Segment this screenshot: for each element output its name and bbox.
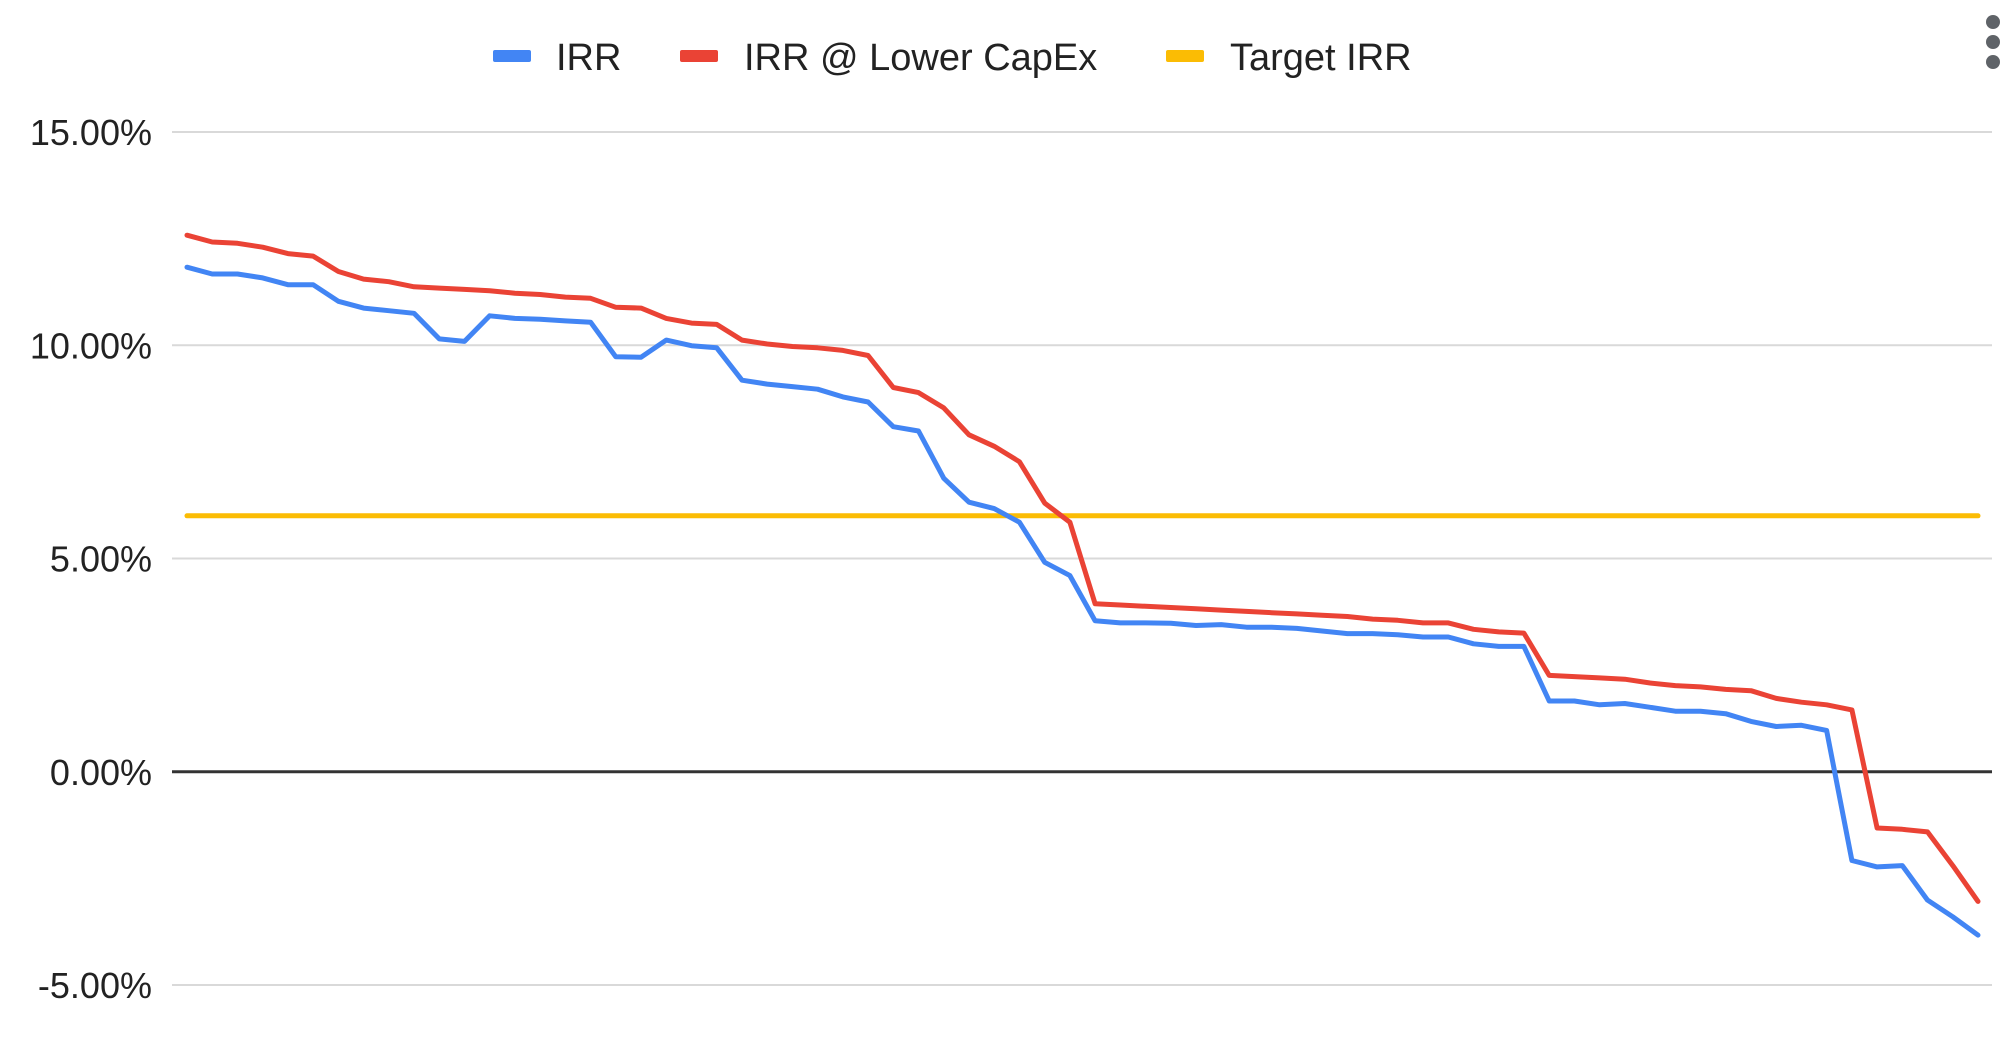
legend-label: IRR @ Lower CapEx [744, 37, 1097, 79]
y-tick-label: 15.00% [30, 112, 152, 153]
y-tick-label: 10.00% [30, 325, 152, 366]
legend-swatch [1166, 50, 1204, 62]
legend-item-irr[interactable]: IRR [493, 37, 621, 79]
series-line-irr-lower-capex [184, 232, 1981, 904]
more-vert-icon[interactable] [1986, 15, 2000, 69]
y-tick-label: 0.00% [50, 752, 152, 793]
legend-label: Target IRR [1230, 37, 1412, 79]
series-lines [184, 232, 1981, 938]
legend-item-irr-lower-capex[interactable]: IRR @ Lower CapEx [680, 37, 1097, 79]
legend-swatch [493, 50, 531, 62]
legend[interactable]: IRR IRR @ Lower CapEx Target IRR [493, 37, 1412, 79]
legend-swatch [680, 50, 718, 62]
y-axis-ticks: 15.00% 10.00% 5.00% 0.00% -5.00% [30, 112, 152, 1006]
y-tick-label: -5.00% [38, 965, 152, 1006]
y-tick-label: 5.00% [50, 539, 152, 580]
legend-label: IRR [556, 37, 621, 79]
series-line-irr [184, 264, 1981, 938]
legend-item-target-irr[interactable]: Target IRR [1166, 37, 1412, 79]
